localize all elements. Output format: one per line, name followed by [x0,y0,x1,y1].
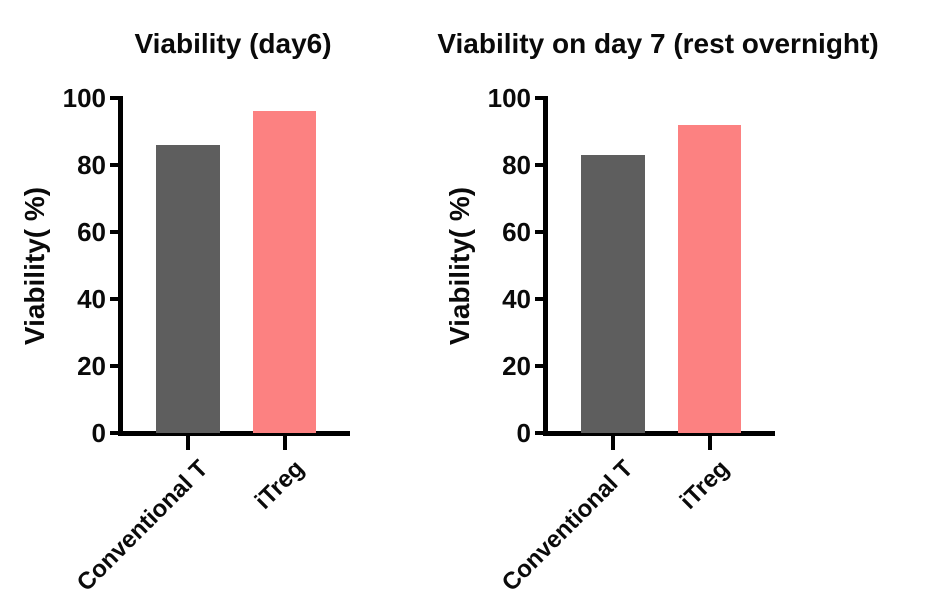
y-axis-label: Viability( %) [19,186,50,346]
y-tick-label: 20 [502,351,531,381]
y-tick-label: 40 [77,284,106,314]
y-tick-mark [110,297,123,301]
y-tick-mark [535,96,548,100]
y-tick-mark [110,364,123,368]
y-tick-label: 80 [502,150,531,180]
y-tick-label: 80 [77,150,106,180]
chart-viability-day6: Viability (day6) Viability( %) 0 20 40 60 80… [19,28,350,597]
y-tick-label: 0 [516,418,531,448]
x-tick-mark [707,436,712,450]
x-category-label: iTreg [674,455,735,515]
y-tick-mark [110,431,123,435]
y-tick-mark [110,96,123,100]
chart-title: Viability on day 7 (rest overnight) [437,28,879,59]
y-tick-mark [535,364,548,368]
y-axis-label: Viability( %) [444,186,475,346]
y-axis-line [543,96,548,436]
bar-itreg [678,124,741,433]
y-tick-label: 40 [502,284,531,314]
bar-conventional-t [156,144,220,433]
y-tick-mark [535,230,548,234]
y-tick-label: 100 [62,83,106,113]
y-tick-label: 100 [487,83,531,113]
bar-itreg [253,111,316,433]
y-tick-mark [110,230,123,234]
x-tick-mark [611,436,615,450]
bar-conventional-t [581,154,645,433]
chart-viability-day7: Viability on day 7 (rest overnight) Viab… [425,0,929,615]
x-axis-line [543,431,775,436]
chart-title: Viability (day6) [134,28,332,59]
x-axis-line [118,431,350,436]
y-tick-label: 60 [77,217,106,247]
y-tick-label: 0 [91,418,106,448]
x-category-label: iTreg [249,455,310,515]
y-tick-mark [535,431,548,435]
y-tick-label: 60 [502,217,531,247]
x-category-label: Conventional T [71,455,214,597]
y-tick-mark [535,163,548,167]
x-tick-mark [282,436,287,450]
y-axis-line [118,96,123,436]
y-tick-label: 20 [77,351,106,381]
x-tick-mark [186,436,190,450]
y-tick-mark [110,163,123,167]
x-category-label: Conventional T [496,455,639,597]
y-tick-mark [535,297,548,301]
